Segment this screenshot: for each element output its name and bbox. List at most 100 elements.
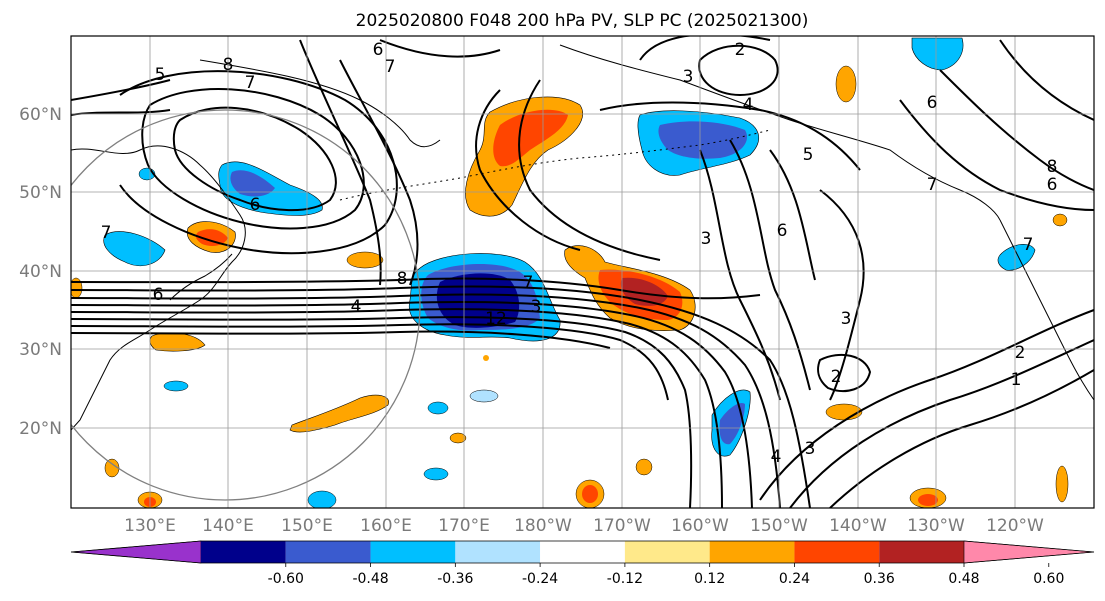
contour-label: 3: [701, 229, 712, 249]
pv-negative-patch: [427, 401, 449, 415]
contour-label: 6: [373, 40, 384, 60]
contour-label: 6: [153, 285, 164, 305]
longitude-label: 140°W: [829, 516, 887, 536]
contour-line: [789, 339, 1094, 508]
pv-positive-patch: [71, 277, 83, 299]
contour-label: 7: [927, 175, 938, 195]
contour-line: [939, 69, 1094, 191]
longitude-labels: 130°E 140°E 150°E 160°E 170°E 180°W 170°W 160°W…: [124, 516, 1044, 536]
longitude-label: 150°W: [750, 516, 808, 536]
pv-positive-patch: [918, 494, 938, 506]
pv-positive-patch: [449, 432, 467, 444]
contour-label: 7: [1023, 235, 1034, 255]
latitude-labels: 60°N 50°N 40°N 30°N 20°N: [19, 105, 62, 439]
contour-line: [71, 301, 753, 508]
longitude-label: 150°E: [281, 516, 333, 536]
contour-line: [71, 323, 669, 401]
colorbar-segment: [709, 541, 795, 563]
pv-positive-patch: [1055, 465, 1069, 503]
coast-alaska: [559, 44, 1001, 221]
contour-label: 6: [927, 93, 938, 113]
contour-line: [639, 36, 771, 61]
longitude-label: 160°E: [360, 516, 412, 536]
pv-negative-kamchatka-core: [230, 170, 275, 197]
contour-label: 7: [245, 73, 256, 93]
contour-label: 2: [735, 40, 746, 60]
longitude-label: 160°W: [671, 516, 729, 536]
contour-line: [599, 101, 861, 171]
longitude-label: 130°E: [124, 516, 176, 536]
contour-line: [829, 369, 1094, 508]
contour-line: [71, 330, 611, 349]
pv-positive-stripe: [289, 394, 389, 433]
distance-ring: [71, 109, 421, 501]
colorbar-tick-label: -0.36: [437, 571, 473, 587]
contour-label: 3: [841, 309, 852, 329]
contour-label: 12: [485, 309, 507, 329]
colorbar: -0.60 -0.48 -0.36 -0.24 -0.12 0.12 0.24 0.36 0.4…: [70, 540, 1095, 587]
colorbar-segment: [794, 541, 880, 563]
latitude-label: 50°N: [19, 183, 62, 203]
colorbar-extend-low: [70, 540, 202, 564]
colorbar-segment: [540, 541, 625, 563]
slp-contours: [71, 36, 1094, 508]
colorbar-tick-label: -0.24: [522, 571, 558, 587]
colorbar-tick-label: 0.24: [779, 571, 810, 587]
pv-positive-patch: [483, 355, 489, 361]
latitude-label: 20°N: [19, 419, 62, 439]
contour-line: [698, 44, 779, 97]
contour-line: [71, 285, 811, 508]
contour-line: [379, 39, 501, 58]
contour-line: [729, 139, 811, 391]
colorbar-tick-label: -0.48: [352, 571, 388, 587]
contour-label: 3: [805, 439, 816, 459]
contour-line: [119, 70, 398, 255]
contour-label: 1: [1011, 370, 1022, 390]
pv-negative-patch: [307, 490, 337, 508]
contour-label: 4: [771, 447, 782, 467]
colorbar-tick-label: 0.12: [694, 571, 725, 587]
pv-positive-patch: [582, 485, 598, 503]
contour-line: [817, 353, 872, 392]
contour-line: [299, 39, 382, 286]
pv-shading: [71, 37, 1069, 508]
colorbar-segment: [201, 541, 286, 563]
longitude-label: 140°E: [202, 516, 254, 536]
pv-negative-patch: [469, 389, 499, 403]
pv-positive-patch: [835, 65, 857, 103]
contour-label: 3: [683, 67, 694, 87]
contour-label: 8: [223, 55, 234, 75]
pv-positive-patch: [635, 458, 653, 476]
colorbar-tick-label: -0.12: [607, 571, 643, 587]
contour-line: [71, 79, 171, 101]
pv-positive-japan-core: [195, 229, 228, 246]
contour-label: 7: [385, 57, 396, 77]
colorbar-tick-label: -0.60: [268, 571, 304, 587]
contour-label: 3: [531, 297, 542, 317]
latitude-label: 40°N: [19, 262, 62, 282]
pv-negative-patch: [423, 467, 449, 481]
latitude-label: 30°N: [19, 340, 62, 360]
pv-positive-patch: [1052, 213, 1068, 227]
contour-label: 6: [1047, 175, 1058, 195]
colorbar-tick-label: 0.36: [864, 571, 895, 587]
contour-label: 6: [777, 221, 788, 241]
contour-label: 8: [397, 269, 408, 289]
contour-line: [71, 316, 693, 508]
contour-label: 2: [831, 367, 842, 387]
colorbar-extend-high: [963, 540, 1095, 564]
contour-label: 4: [351, 297, 362, 317]
contour-line: [141, 87, 365, 230]
colorbar-segment: [285, 541, 371, 563]
latitude-label: 60°N: [19, 105, 62, 125]
contour-line: [339, 59, 419, 286]
pv-negative-westcoast: [997, 243, 1036, 271]
coast-siberia: [199, 59, 441, 148]
contour-label: 8: [1047, 157, 1058, 177]
figure-title: 2025020800 F048 200 hPa PV, SLP PC (2025…: [356, 11, 809, 31]
contour-line: [819, 189, 865, 401]
pv-negative-patch: [163, 380, 189, 392]
colorbar-segment: [624, 541, 710, 563]
coast-asia: [71, 145, 246, 431]
